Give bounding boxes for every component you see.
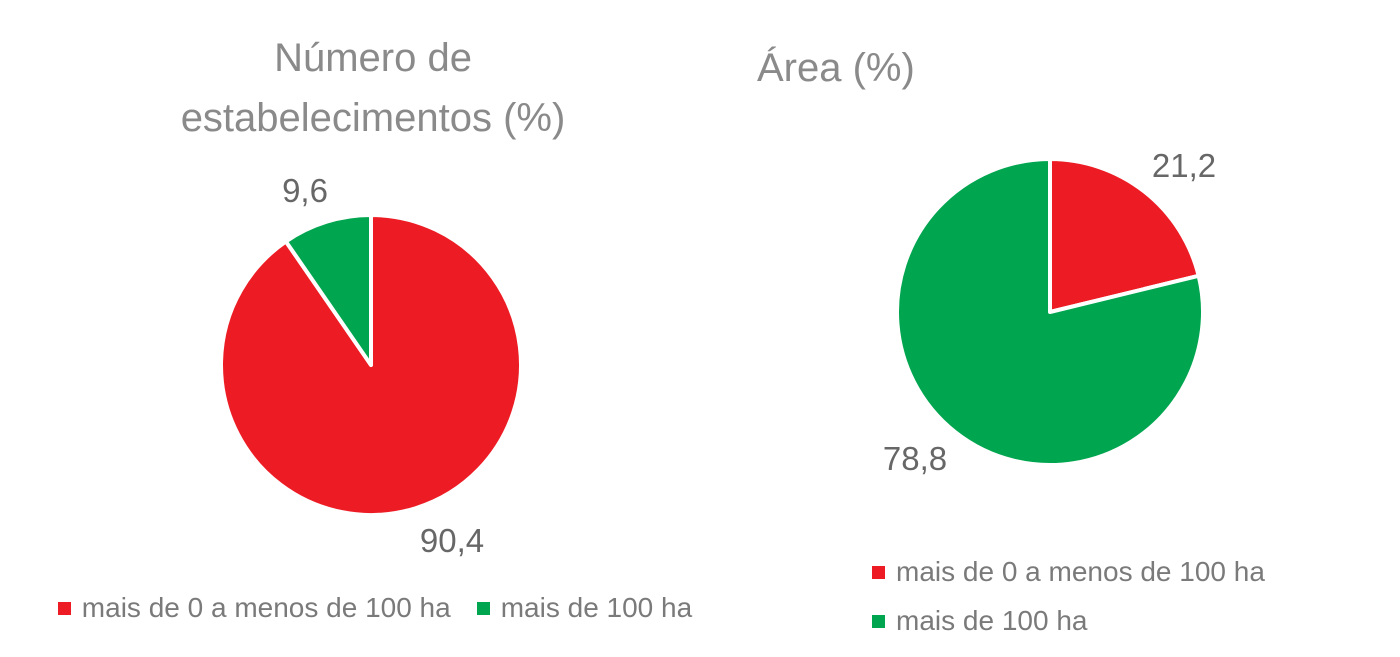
pie-slice-1 — [895, 157, 1205, 467]
legend-establishments: mais de 0 a menos de 100 ha mais de 100 … — [30, 592, 720, 624]
legend-swatch-red-icon — [872, 565, 885, 579]
chart-title-establishments: Número de estabelecimentos (%) — [180, 36, 566, 140]
pie-chart-area — [895, 157, 1205, 467]
legend-item-100ha: mais de 100 ha — [476, 592, 693, 624]
legend-swatch-green-icon — [872, 614, 885, 628]
legend-item-0-100ha: mais de 0 a menos de 100 ha — [57, 592, 451, 624]
legend-item-0-100ha: mais de 0 a menos de 100 ha — [872, 556, 1265, 588]
pie-slice-0 — [1048, 157, 1201, 314]
legend-label: mais de 100 ha — [500, 592, 693, 623]
legend-label: mais de 0 a menos de 100 ha — [896, 556, 1265, 587]
data-label-establishments-green: 9,6 — [282, 172, 328, 209]
data-label-establishments-red: 90,4 — [419, 522, 485, 559]
chart-title-area: Área (%) — [757, 46, 915, 90]
legend-swatch-green-icon — [476, 601, 490, 615]
legend-swatch-red-icon — [57, 601, 71, 615]
legend-label: mais de 100 ha — [896, 605, 1088, 636]
pie-slice-1 — [283, 213, 373, 367]
legend-item-100ha: mais de 100 ha — [872, 605, 1265, 637]
legend-area: mais de 0 a menos de 100 ha mais de 100 … — [872, 556, 1265, 637]
data-label-area-green: 78,8 — [882, 440, 948, 477]
pie-chart-establishments — [219, 213, 523, 517]
legend-label: mais de 0 a menos de 100 ha — [81, 592, 451, 623]
data-label-area-red: 21,2 — [1151, 147, 1217, 184]
